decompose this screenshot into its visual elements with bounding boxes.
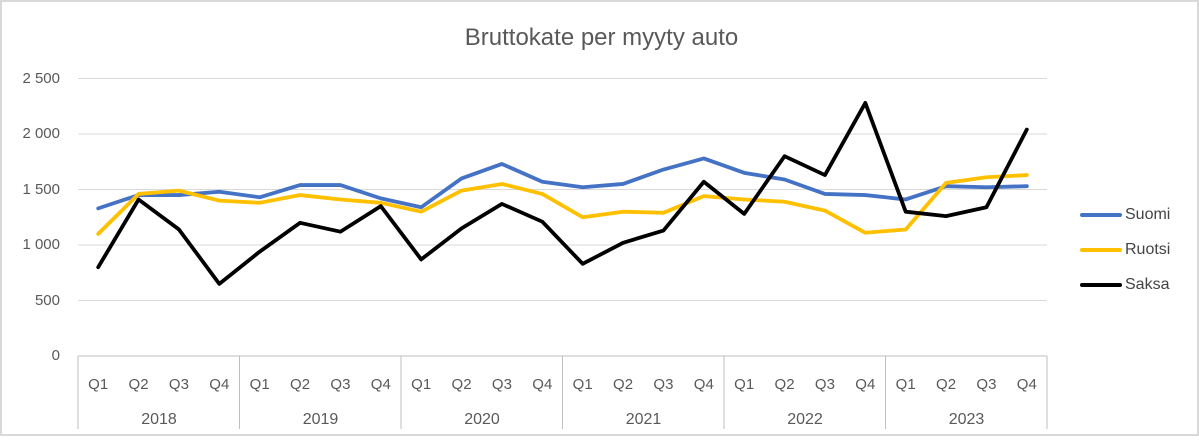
legend-item-suomi: Suomi [1080,197,1170,232]
x-axis-quarter-label: Q3 [168,376,189,393]
x-axis-quarter-label: Q2 [451,376,472,393]
y-axis-tick-label: 0 [51,347,60,364]
x-axis-quarter-label: Q2 [613,376,634,393]
x-axis-quarter-label: Q4 [370,376,391,393]
legend-label-ruotsi: Ruotsi [1125,240,1171,258]
series-line-ruotsi [96,173,1029,236]
y-axis-tick-label: 1 000 [22,236,60,253]
x-axis-quarter-label: Q4 [209,376,230,393]
x-axis-quarter-label: Q2 [936,376,957,393]
x-axis-quarter-label: Q1 [249,376,270,393]
legend-line-swatch-suomi [1080,212,1122,217]
x-axis-quarter-label: Q2 [290,376,311,393]
x-axis-quarter-label: Q2 [774,376,795,393]
y-axis-tick-label: 2 000 [22,125,60,142]
legend-label-suomi: Suomi [1125,205,1171,223]
x-axis-year-label: 2023 [948,411,985,428]
x-axis-year-label: 2020 [464,411,500,428]
legend-item-saksa: Saksa [1080,267,1170,302]
y-axis-tick-label: 500 [34,291,60,309]
x-axis-year-label: 2019 [302,411,339,428]
x-axis-quarter-label: Q4 [532,376,553,393]
x-axis-quarter-label: Q4 [855,376,876,393]
x-axis-quarter-label: Q1 [734,376,755,393]
x-axis-quarter-label: Q4 [1016,376,1037,393]
x-axis-year-label: 2021 [625,411,662,428]
y-axis-tick-label: 1 500 [22,180,60,198]
series-line-suomi [96,156,1029,211]
x-axis-quarter-label: Q1 [411,376,432,393]
legend-label-saksa: Saksa [1125,275,1170,293]
legend-line-swatch-ruotsi [1080,247,1122,252]
x-axis-year-label: 2018 [141,411,177,428]
legend-line-swatch-saksa [1080,282,1122,287]
y-axis-tick-label: 2 500 [22,69,60,87]
x-axis-quarter-label: Q3 [653,376,674,393]
x-axis-quarter-label: Q2 [128,376,149,393]
x-axis-quarter-label: Q3 [330,376,351,393]
legend: Suomi Ruotsi Saksa [1080,197,1170,302]
x-axis-quarter-label: Q4 [693,376,714,393]
x-axis-quarter-label: Q1 [88,376,109,393]
x-axis-quarter-label: Q1 [572,376,593,393]
x-axis-quarter-label: Q3 [814,376,835,393]
legend-item-ruotsi: Ruotsi [1080,232,1170,267]
x-axis-quarter-label: Q3 [491,376,512,393]
chart-title: Bruttokate per myyty auto [464,24,739,51]
x-axis-quarter-label: Q1 [895,376,916,393]
series-line-saksa [96,101,1029,286]
x-axis-quarter-label: Q3 [976,376,997,393]
x-axis-year-label: 2022 [787,411,823,428]
